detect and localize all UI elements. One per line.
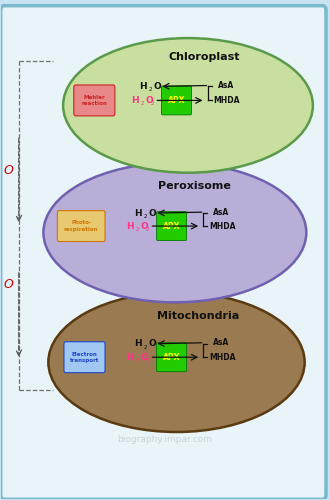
Text: 2: 2 xyxy=(145,358,149,363)
Text: 2: 2 xyxy=(135,358,139,363)
Text: 2: 2 xyxy=(140,102,144,106)
Text: AsA: AsA xyxy=(213,338,229,347)
Text: APX: APX xyxy=(168,96,185,105)
Text: biography.impar.com: biography.impar.com xyxy=(117,435,213,444)
Text: O: O xyxy=(145,96,153,105)
Text: Peroxisome: Peroxisome xyxy=(158,181,231,191)
Text: $O$: $O$ xyxy=(3,164,15,176)
Text: O: O xyxy=(140,222,148,230)
Text: APX: APX xyxy=(163,222,180,230)
Text: Electron
transport: Electron transport xyxy=(70,352,99,363)
FancyBboxPatch shape xyxy=(1,6,326,500)
Text: H: H xyxy=(131,96,139,105)
Text: AsA: AsA xyxy=(217,81,234,90)
Text: APX: APX xyxy=(163,352,180,362)
Text: 2: 2 xyxy=(145,227,149,232)
Text: H: H xyxy=(139,82,147,91)
Ellipse shape xyxy=(44,162,306,302)
Text: H: H xyxy=(134,339,142,348)
Text: 2: 2 xyxy=(148,88,152,92)
Text: biography.impar.com: biography.impar.com xyxy=(117,246,213,254)
Text: 2: 2 xyxy=(144,344,147,350)
Text: O: O xyxy=(148,208,156,218)
Text: MHDA: MHDA xyxy=(214,96,240,105)
FancyBboxPatch shape xyxy=(157,342,186,372)
FancyBboxPatch shape xyxy=(157,212,186,240)
Text: $O$: $O$ xyxy=(3,278,15,291)
Text: O: O xyxy=(148,339,156,348)
FancyBboxPatch shape xyxy=(162,86,191,115)
Text: 2: 2 xyxy=(150,102,154,106)
Ellipse shape xyxy=(48,292,305,432)
Text: O: O xyxy=(140,352,148,362)
Text: Chloroplast: Chloroplast xyxy=(169,52,240,62)
Text: AsA: AsA xyxy=(213,208,229,216)
FancyBboxPatch shape xyxy=(74,85,115,116)
Text: H: H xyxy=(134,208,142,218)
Text: Photo-
respiration: Photo- respiration xyxy=(64,220,98,232)
Text: MHDA: MHDA xyxy=(209,352,236,362)
Text: MHDA: MHDA xyxy=(209,222,236,230)
Ellipse shape xyxy=(63,38,313,172)
Text: O: O xyxy=(153,82,161,91)
Text: H: H xyxy=(126,352,134,362)
Text: 2: 2 xyxy=(135,227,139,232)
FancyBboxPatch shape xyxy=(57,210,105,242)
Text: H: H xyxy=(126,222,134,230)
Text: Mehler
reaction: Mehler reaction xyxy=(82,95,107,106)
FancyBboxPatch shape xyxy=(64,342,105,372)
Text: Mitochondria: Mitochondria xyxy=(157,311,239,321)
Text: 2: 2 xyxy=(144,214,147,219)
